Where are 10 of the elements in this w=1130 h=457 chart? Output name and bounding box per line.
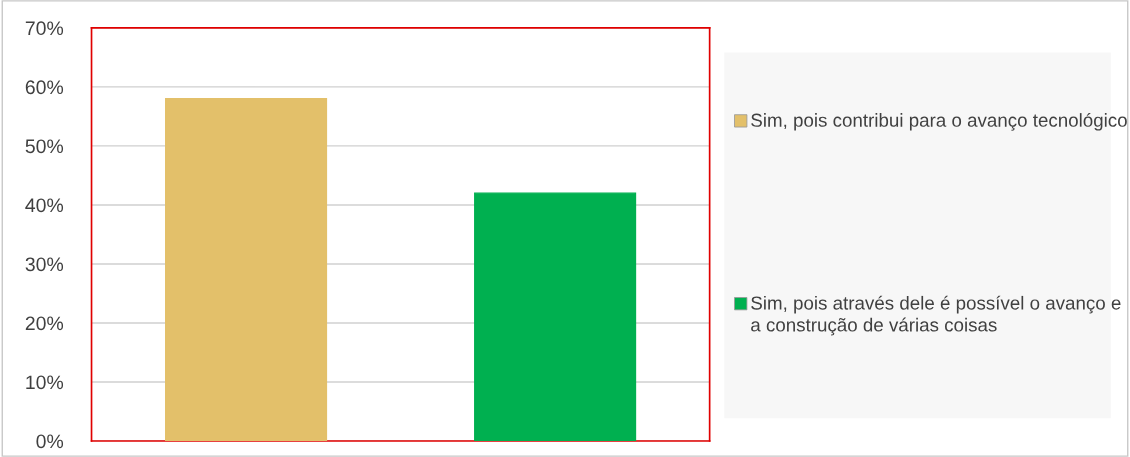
y-tick-label: 10% xyxy=(26,375,64,390)
y-tick-label: 60% xyxy=(25,80,64,95)
y-tick-label: 0% xyxy=(36,434,64,449)
y-tick-label: 50% xyxy=(25,139,64,154)
y-tick-label: 40% xyxy=(25,198,64,213)
y-tick-label: 20% xyxy=(25,316,64,331)
legend-label: Sim, pois contribui para o avanço tecnológico xyxy=(751,112,1127,131)
y-tick-label: 70% xyxy=(25,21,64,36)
legend-label: Sim, pois através dele é possível o avanço e a construção de várias coisas xyxy=(751,295,1121,336)
y-tick-label: 30% xyxy=(25,257,64,272)
